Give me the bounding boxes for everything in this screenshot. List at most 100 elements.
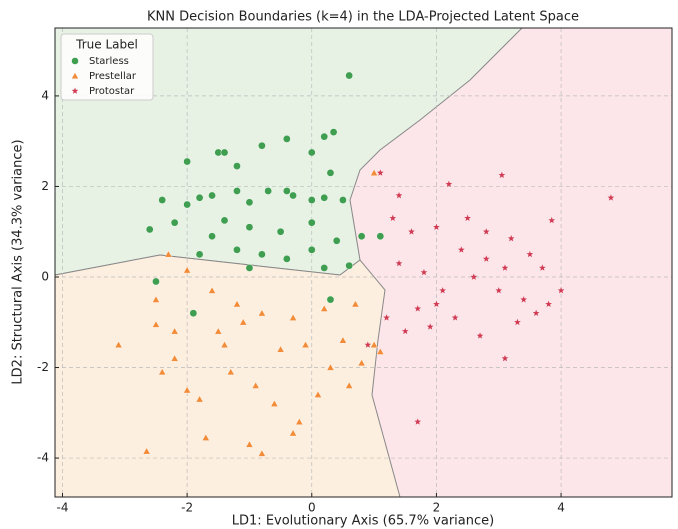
data-point	[208, 191, 216, 200]
data-point	[283, 255, 291, 263]
data-point	[283, 135, 291, 143]
y-tick-label: -4	[37, 451, 49, 465]
data-point	[548, 216, 556, 224]
data-point	[208, 232, 216, 241]
data-point	[245, 223, 254, 231]
data-point	[377, 169, 384, 176]
y-tick-label: 0	[41, 269, 49, 283]
data-point	[226, 368, 235, 376]
data-point	[320, 304, 329, 312]
data-point	[532, 309, 540, 317]
data-point	[258, 141, 266, 150]
data-point	[289, 429, 298, 437]
data-point	[258, 250, 266, 259]
data-point	[495, 287, 503, 294]
data-point	[520, 296, 527, 303]
data-point	[158, 368, 167, 376]
data-point	[389, 214, 397, 221]
data-point	[276, 345, 285, 353]
region-prestellar	[54, 254, 401, 498]
data-point	[320, 193, 329, 202]
data-point	[195, 250, 204, 259]
data-point	[345, 71, 353, 80]
legend-marker	[71, 87, 79, 94]
data-point	[395, 259, 403, 267]
data-point	[332, 236, 341, 245]
x-tick-label: 2	[433, 501, 441, 515]
data-point	[414, 305, 422, 312]
x-tick-label: 4	[557, 501, 565, 515]
data-point	[482, 255, 490, 262]
data-point	[376, 347, 385, 355]
data-point	[289, 313, 298, 321]
data-point	[183, 266, 192, 274]
data-point	[145, 225, 154, 234]
data-point	[152, 277, 160, 286]
data-point	[233, 162, 241, 170]
data-point	[233, 187, 241, 195]
legend-marker	[71, 72, 79, 79]
data-point	[301, 340, 310, 348]
legend-label: Prestellar	[89, 71, 137, 82]
legend-label: Protostar	[89, 86, 135, 97]
data-point	[257, 309, 266, 317]
data-point	[183, 157, 191, 166]
data-point	[408, 228, 415, 235]
legend-box	[60, 33, 154, 101]
data-point	[195, 193, 204, 202]
data-point	[433, 300, 440, 307]
data-point	[307, 196, 316, 204]
plot-frame	[54, 27, 673, 498]
y-tick-label: 2	[41, 179, 49, 193]
data-point	[195, 395, 204, 403]
data-point	[338, 336, 347, 344]
data-point	[345, 261, 353, 270]
y-tick-label: -2	[37, 360, 49, 374]
data-point	[339, 196, 347, 204]
data-point	[507, 235, 515, 242]
data-point	[320, 264, 329, 272]
data-point	[289, 191, 297, 200]
data-point	[314, 390, 322, 398]
data-point	[170, 327, 179, 335]
data-point	[239, 318, 248, 326]
data-point	[420, 268, 428, 276]
data-point	[357, 358, 366, 367]
data-point	[220, 340, 229, 348]
data-point	[158, 196, 166, 204]
data-point	[152, 295, 160, 303]
data-point	[233, 300, 241, 308]
data-point	[245, 198, 254, 207]
data-point	[426, 323, 434, 330]
data-point	[364, 341, 372, 348]
data-point	[326, 295, 335, 304]
x-tick-label: 0	[308, 501, 316, 515]
x-tick-label: -4	[56, 501, 68, 515]
data-point	[482, 228, 490, 235]
data-point	[270, 399, 279, 407]
data-point	[329, 128, 338, 136]
data-point	[295, 417, 304, 425]
data-point	[383, 314, 390, 321]
data-point	[370, 168, 379, 176]
data-point	[476, 332, 484, 339]
x-axis-label: LD1: Evolutionary Axis (65.7% variance)	[232, 514, 494, 529]
data-point	[170, 218, 179, 227]
data-point	[526, 250, 534, 258]
data-point	[307, 218, 316, 227]
data-point	[607, 194, 615, 201]
data-point	[245, 264, 254, 272]
data-point	[545, 300, 552, 307]
data-point	[501, 354, 509, 362]
data-point	[264, 187, 272, 195]
x-tick-label: -2	[181, 501, 193, 515]
data-point	[114, 340, 123, 348]
y-tick-label: 4	[41, 88, 49, 102]
data-point	[142, 447, 151, 455]
data-point	[464, 214, 471, 221]
chart-title: KNN Decision Boundaries (k=4) in the LDA…	[147, 10, 579, 25]
data-point	[152, 320, 160, 328]
data-point	[251, 381, 260, 389]
data-point	[320, 132, 329, 141]
data-point	[257, 449, 266, 457]
